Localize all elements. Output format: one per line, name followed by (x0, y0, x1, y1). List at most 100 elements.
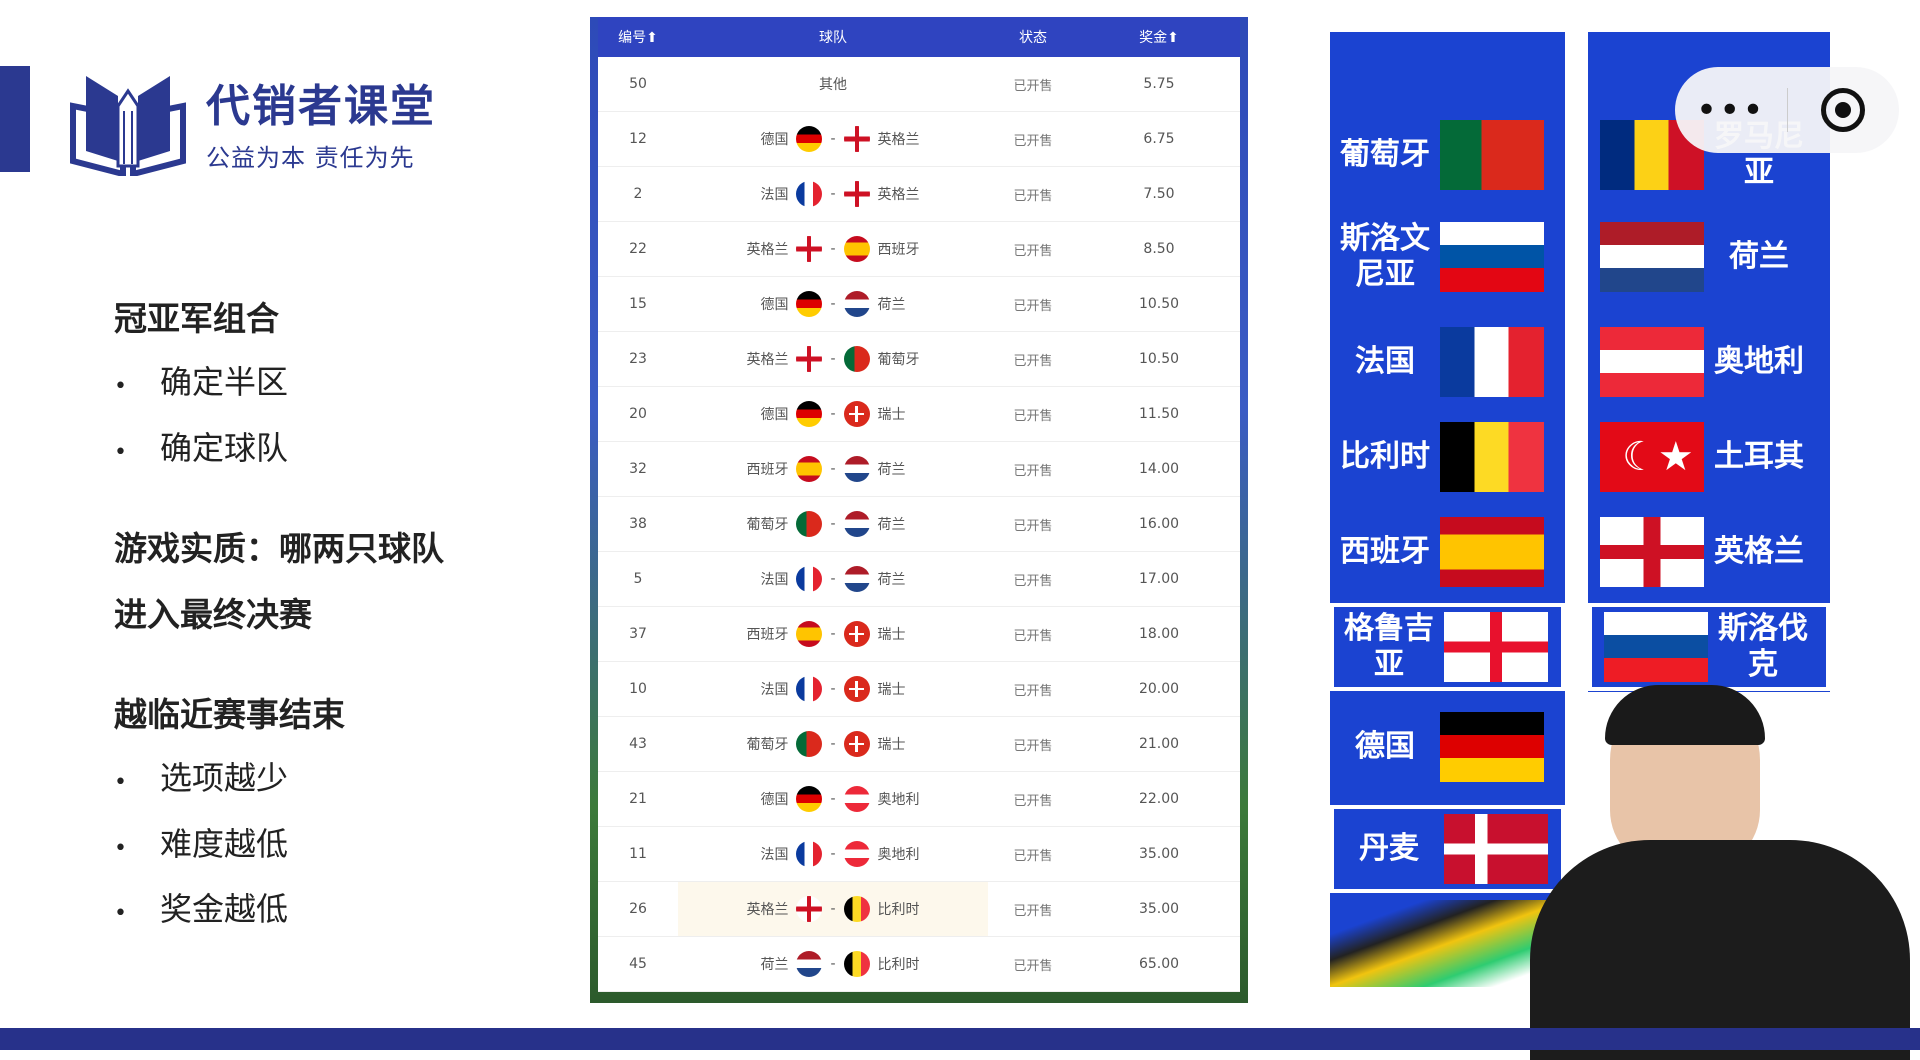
logo: 代销者课堂 公益为本 责任为先 (68, 66, 436, 176)
row-id: 20 (629, 406, 647, 422)
row-status: 已开售 (1013, 243, 1053, 259)
bottom-bar (0, 1028, 1920, 1050)
header-prize[interactable]: 奖金⬆ (1139, 30, 1179, 46)
table-row[interactable]: 10 法国 - 瑞士 已开售 20.00 (598, 662, 1240, 717)
row-id: 10 (629, 681, 647, 697)
row-teams: 葡萄牙 - 荷兰 (678, 497, 988, 551)
be-flag-icon (843, 896, 870, 922)
row-teams: 德国 - 英格兰 (678, 112, 988, 166)
table-row[interactable]: 45 荷兰 - 比利时 已开售 65.00 (598, 937, 1240, 992)
bullet-icon: • (114, 770, 127, 795)
team-card: 英格兰 (1588, 508, 1830, 596)
fr-flag-icon (796, 841, 823, 867)
table-row[interactable]: 38 葡萄牙 - 荷兰 已开售 16.00 (598, 497, 1240, 552)
team-b: 西班牙 (877, 242, 920, 258)
row-teams: 英格兰 - 西班牙 (678, 222, 988, 276)
outline-text: 确定半区 (160, 363, 289, 401)
fr-flag-icon (796, 181, 823, 207)
outline-text: 选项越少 (160, 759, 289, 797)
table-row[interactable]: 12 德国 - 英格兰 已开售 6.75 (598, 112, 1240, 167)
team-b: 比利时 (877, 957, 920, 973)
row-status: 已开售 (1013, 793, 1053, 809)
es-flag-icon (796, 621, 823, 647)
table-row[interactable]: 22 英格兰 - 西班牙 已开售 8.50 (598, 222, 1240, 277)
team-b: 比利时 (877, 902, 920, 918)
separator: - (830, 516, 836, 532)
team-card: 比利时 (1330, 413, 1565, 501)
outline-text: 游戏实质：哪两只球队 (114, 529, 444, 568)
pt-flag-icon (796, 511, 823, 537)
row-status: 已开售 (1013, 518, 1053, 534)
row-prize: 65.00 (1138, 956, 1180, 972)
row-teams: 英格兰 - 比利时 (678, 882, 988, 936)
bullet-icon: • (114, 836, 127, 861)
ch-flag-icon (843, 676, 870, 702)
table-row[interactable]: 37 西班牙 - 瑞士 已开售 18.00 (598, 607, 1240, 662)
row-id: 2 (633, 186, 643, 202)
bullet-icon: • (114, 901, 127, 926)
table-row[interactable]: 2 法国 - 英格兰 已开售 7.50 (598, 167, 1240, 222)
row-id: 45 (629, 956, 647, 972)
separator: - (830, 241, 836, 257)
row-id: 12 (629, 131, 647, 147)
team-b: 瑞士 (877, 627, 906, 643)
outline-bullet: • 选项越少 (114, 753, 288, 799)
table-row[interactable]: 23 英格兰 - 葡萄牙 已开售 10.50 (598, 332, 1240, 387)
header-status: 状态 (1019, 30, 1047, 46)
team-name: 丹麦 (1359, 831, 1419, 866)
team-a: 葡萄牙 (746, 737, 789, 753)
en-flag-icon (796, 346, 823, 372)
team-b: 奥地利 (877, 847, 920, 863)
row-prize: 21.00 (1138, 736, 1180, 752)
decor-stripes (1330, 900, 1565, 987)
row-teams: 西班牙 - 荷兰 (678, 442, 988, 496)
separator: - (830, 791, 836, 807)
table-row[interactable]: 20 德国 - 瑞士 已开售 11.50 (598, 387, 1240, 442)
row-id: 5 (633, 571, 643, 587)
en-flag-icon (843, 181, 870, 207)
table-row[interactable]: 26 英格兰 - 比利时 已开售 35.00 (598, 882, 1240, 937)
outline-text: 确定球队 (160, 429, 289, 467)
outline-text: 越临近赛事结束 (114, 695, 345, 734)
table-row[interactable]: 43 葡萄牙 - 瑞士 已开售 21.00 (598, 717, 1240, 772)
outline-text: 冠亚军组合 (114, 299, 279, 338)
table-row[interactable]: 32 西班牙 - 荷兰 已开售 14.00 (598, 442, 1240, 497)
ch-flag-icon (843, 401, 870, 427)
row-id: 26 (629, 901, 647, 917)
floating-controls: ••• (1675, 67, 1899, 153)
pt-flag-icon (1440, 120, 1544, 190)
table-row[interactable]: 50 其他 已开售 5.75 (598, 57, 1240, 112)
row-status: 已开售 (1013, 353, 1053, 369)
team-b: 瑞士 (877, 682, 906, 698)
row-teams: 法国 - 英格兰 (678, 167, 988, 221)
row-teams: 德国 - 瑞士 (678, 387, 988, 441)
de-flag-icon (1440, 712, 1544, 782)
table-row[interactable]: 15 德国 - 荷兰 已开售 10.50 (598, 277, 1240, 332)
team-b: 荷兰 (877, 462, 906, 478)
more-icon[interactable]: ••• (1695, 89, 1766, 131)
outline-bullet: • 确定半区 (114, 357, 288, 403)
fr-flag-icon (796, 676, 823, 702)
separator: - (830, 626, 836, 642)
tr-flag-icon: ☾★ (1600, 422, 1704, 492)
ch-flag-icon (843, 621, 870, 647)
team-a: 英格兰 (746, 352, 789, 368)
team-name: 格鲁吉亚 (1344, 611, 1434, 682)
team-name: 比利时 (1340, 439, 1430, 474)
row-id: 23 (629, 351, 647, 367)
table-row[interactable]: 5 法国 - 荷兰 已开售 17.00 (598, 552, 1240, 607)
row-teams: 法国 - 瑞士 (678, 662, 988, 716)
record-icon[interactable] (1788, 88, 1900, 132)
table-row[interactable]: 21 德国 - 奥地利 已开售 22.00 (598, 772, 1240, 827)
team-a: 其他 (819, 77, 847, 93)
row-id: 37 (629, 626, 647, 642)
header-id[interactable]: 编号⬆ (618, 30, 658, 46)
logo-title: 代销者课堂 (206, 80, 436, 132)
team-a: 英格兰 (746, 242, 789, 258)
table-row[interactable]: 11 法国 - 奥地利 已开售 35.00 (598, 827, 1240, 882)
row-prize: 11.50 (1138, 406, 1180, 422)
row-prize: 8.50 (1143, 241, 1175, 257)
team-card: 丹麦 (1330, 805, 1565, 893)
team-name: 斯洛伐克 (1718, 611, 1808, 682)
row-status: 已开售 (1013, 298, 1053, 314)
